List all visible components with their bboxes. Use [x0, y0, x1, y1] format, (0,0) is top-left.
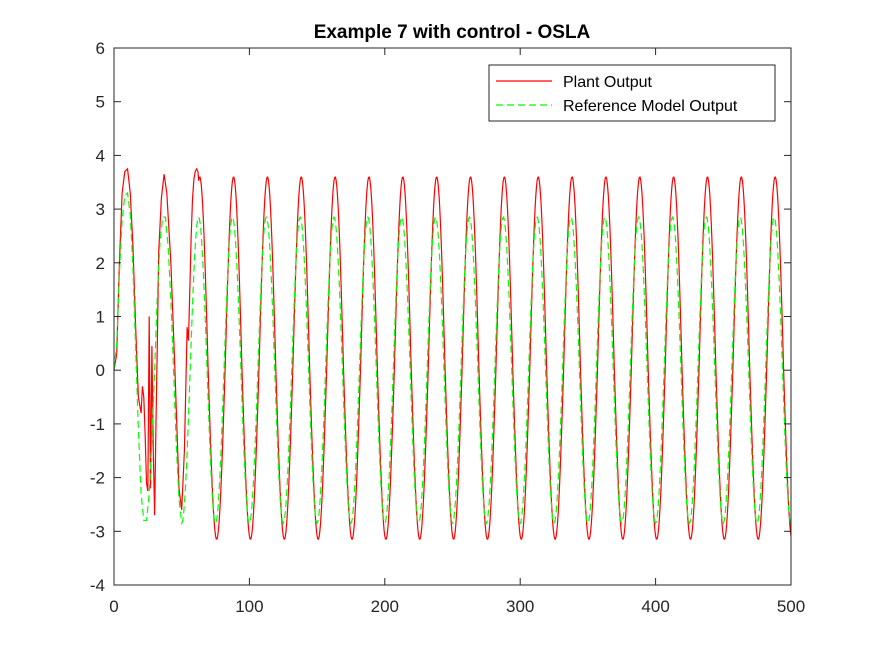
x-tick-label: 500	[777, 597, 805, 616]
series-line-reference-model-output	[114, 191, 791, 526]
y-tick-label: 1	[96, 308, 105, 327]
x-tick-label: 400	[641, 597, 669, 616]
x-tick-label: 200	[371, 597, 399, 616]
legend-box	[488, 64, 776, 122]
y-tick-label: 2	[96, 254, 105, 273]
plot-area	[114, 167, 791, 540]
legend-label-reference-model-output: Reference Model Output	[563, 98, 738, 115]
y-tick-label: 0	[96, 361, 105, 380]
legend: Plant Output Reference Model Output	[488, 64, 776, 122]
y-tick-label: -3	[90, 522, 105, 541]
legend-label-plant-output: Plant Output	[563, 74, 653, 91]
chart-title: Example 7 with control - OSLA	[314, 22, 591, 43]
y-tick-label: -4	[90, 576, 105, 595]
y-tick-label: 4	[96, 146, 105, 165]
axes: 0 100 200 300 400 500 -4 -3 -2 -1 0 1 2 3 4 5 6	[90, 39, 805, 616]
y-tick-label: 3	[96, 200, 105, 219]
y-tick-label: 5	[96, 93, 105, 112]
y-tick-label: -2	[90, 469, 105, 488]
x-tick-label: 300	[506, 597, 534, 616]
y-tick-label: -1	[90, 415, 105, 434]
x-tick-label: 0	[109, 597, 118, 616]
y-tick-label: 6	[96, 39, 105, 58]
x-tick-label: 100	[235, 597, 263, 616]
